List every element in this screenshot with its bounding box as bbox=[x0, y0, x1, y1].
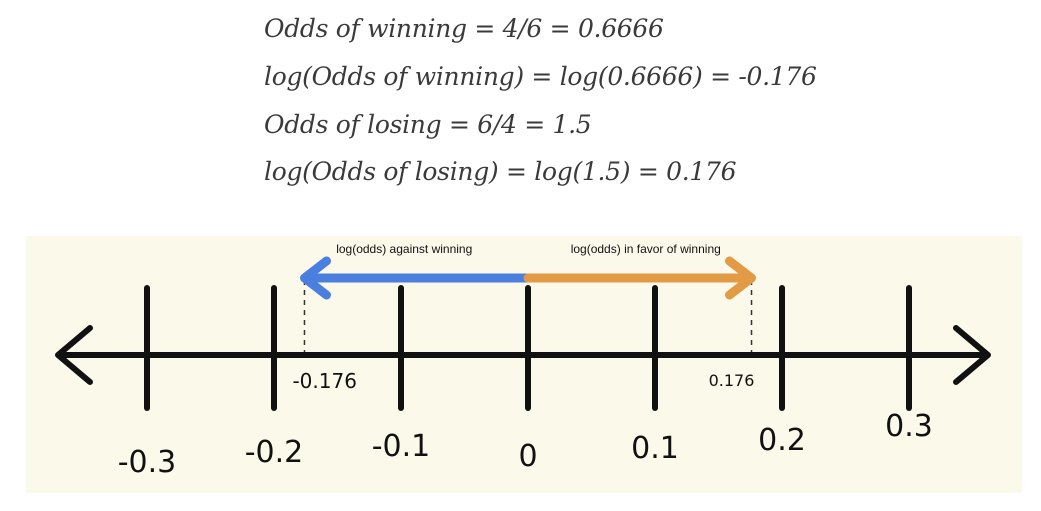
equation-odds-losing: Odds of losing = 6/4 = 1.5 bbox=[264, 110, 592, 139]
arrowhead bbox=[299, 256, 331, 300]
tick-label: 0.2 bbox=[758, 423, 806, 458]
axis-left-arrowhead bbox=[55, 325, 93, 385]
tick-label: 0.3 bbox=[885, 409, 933, 444]
equation-log-odds-losing: log(Odds of losing) = log(1.5) = 0.176 bbox=[264, 157, 737, 186]
marker-label: 0.176 bbox=[709, 371, 755, 390]
tick-label: -0.2 bbox=[245, 435, 304, 470]
in-favor-label: log(odds) in favor of winning bbox=[571, 242, 721, 256]
against-winning-label: log(odds) against winning bbox=[336, 242, 472, 256]
equation-odds-winning: Odds of winning = 4/6 = 0.6666 bbox=[264, 14, 664, 43]
number-line-diagram: -0.3 -0.2 -0.1 0 0.1 0.2 0.3 -0.176 0.176 log(odd… bbox=[55, 242, 991, 480]
arrowhead bbox=[725, 256, 757, 300]
tick-label: 0.1 bbox=[631, 431, 679, 466]
marker-label: -0.176 bbox=[292, 369, 356, 393]
tick-label: -0.3 bbox=[118, 445, 177, 480]
tick-label: -0.1 bbox=[372, 429, 431, 464]
number-line-panel: -0.3 -0.2 -0.1 0 0.1 0.2 0.3 -0.176 0.176 log(odd… bbox=[26, 236, 1022, 493]
axis-right-arrowhead bbox=[953, 325, 991, 385]
equation-log-odds-winning: log(Odds of winning) = log(0.6666) = -0.… bbox=[264, 62, 817, 91]
tick-label: 0 bbox=[518, 439, 537, 474]
